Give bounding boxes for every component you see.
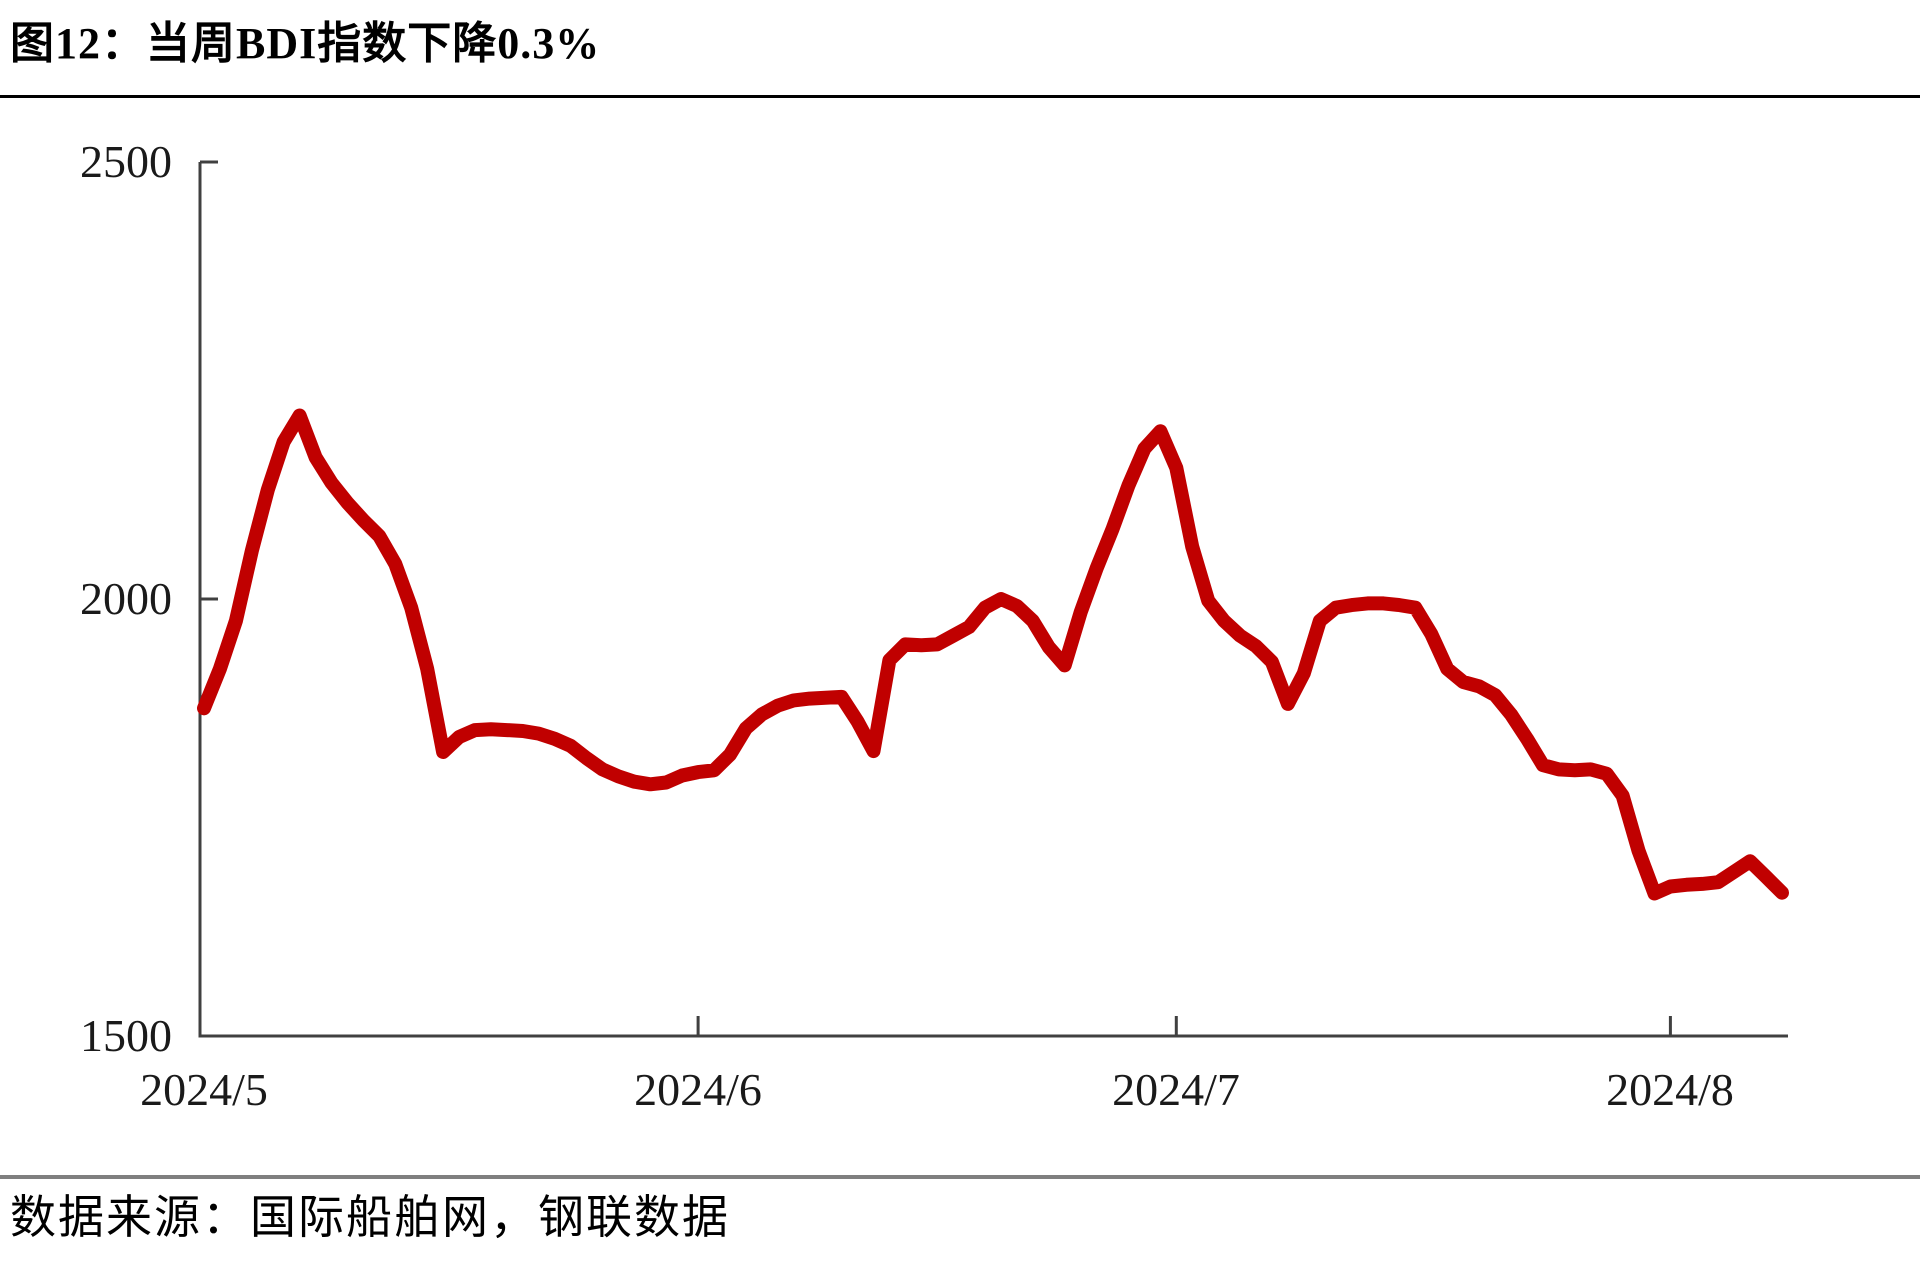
x-axis-label-2024-7: 2024/7 (1112, 1064, 1240, 1115)
bdi-series-line (197, 408, 1789, 901)
y-axis-label-1500: 1500 (80, 1010, 172, 1061)
x-axis-label-2024-8: 2024/8 (1606, 1064, 1734, 1115)
x-axis-label-2024-6: 2024/6 (634, 1064, 762, 1115)
y-axis-label-2500: 2500 (80, 136, 172, 187)
data-source: 数据来源：国际船舶网，钢联数据 (10, 1192, 730, 1243)
y-axis-label-2000: 2000 (80, 573, 172, 624)
x-axis-label-2024-5: 2024/5 (140, 1064, 268, 1115)
axis-lines (198, 162, 1788, 1038)
figure-title: 图12：当周BDI指数下降0.3% (10, 19, 601, 68)
title-underline (0, 95, 1920, 98)
footer-separator (0, 1175, 1920, 1179)
